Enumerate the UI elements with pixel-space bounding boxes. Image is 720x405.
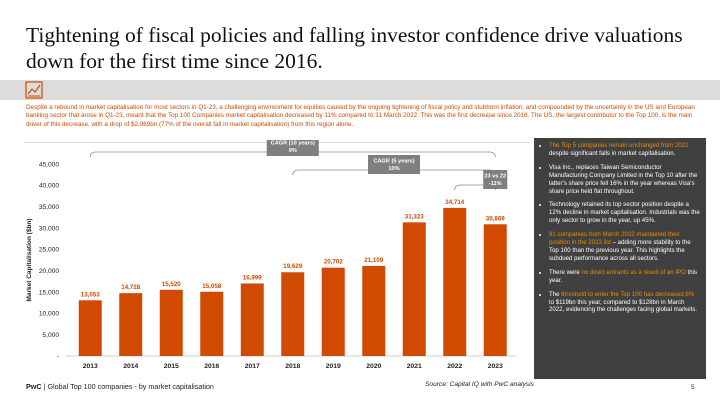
footer-brand: PwC: [26, 382, 42, 391]
bar-value-label: 13,053: [81, 291, 100, 298]
bar-value-label: 34,714: [445, 199, 464, 206]
cagr-badge-title: 23 vs 22: [484, 174, 506, 180]
finding-highlight: The Top 5 companies remain unchanged fro…: [549, 142, 689, 149]
bar: [240, 283, 264, 356]
x-tick-label: 2018: [285, 363, 300, 370]
bar-value-label: 16,999: [243, 274, 262, 281]
x-tick-label: 2016: [204, 363, 219, 370]
y-tick-label: 40,000: [39, 183, 60, 190]
cagr-badge-title: CAGR (5 years): [373, 159, 414, 165]
section-band: [0, 80, 720, 100]
bar-value-label: 14,728: [121, 284, 140, 291]
page-number: 5: [691, 384, 695, 391]
bar-value-label: 31,323: [405, 213, 424, 220]
y-tick-label: 35,000: [39, 204, 60, 211]
bar-value-label: 30,869: [486, 215, 505, 222]
bar: [119, 293, 143, 356]
y-tick-label: 20,000: [39, 268, 60, 275]
x-tick-label: 2014: [123, 363, 138, 370]
bar-value-label: 20,702: [324, 259, 343, 266]
key-findings-list: The Top 5 companies remain unchanged fro…: [540, 142, 700, 314]
finding-item: Technology retained its top sector posit…: [549, 201, 700, 225]
cagr-badge-value: -11%: [489, 181, 502, 187]
finding-item: The Top 5 companies remain unchanged fro…: [549, 142, 700, 158]
bar: [78, 300, 102, 356]
y-tick-label: 5,000: [42, 332, 59, 339]
finding-text: There were: [549, 268, 582, 276]
cagr-badge: [483, 170, 508, 189]
footer: PwC | Global Top 100 companies - by mark…: [26, 382, 214, 391]
footer-text: Global Top 100 companies - by market cap…: [47, 382, 214, 391]
market-cap-bar-chart: Market Capitalisation ($bn) - 5,000 10,000 1…: [26, 140, 516, 370]
bar: [281, 272, 305, 356]
bar: [159, 289, 183, 356]
cagr-badge: [266, 140, 319, 156]
finding-item: Visa Inc., replaces Taiwan Semiconductor…: [549, 164, 700, 196]
finding-text: to $119bn this year, compared to $128bn …: [549, 298, 698, 314]
finding-item: 91 companies from March 2022 maintained …: [549, 231, 700, 263]
finding-highlight: no direct entrants as a result of an IPO: [581, 268, 686, 276]
finding-text: – adding more stability to the Top 100 t…: [549, 239, 691, 262]
y-tick-label: 15,000: [39, 289, 60, 296]
bar-value-label: 15,520: [162, 281, 181, 288]
key-findings-panel: The Top 5 companies remain unchanged fro…: [534, 138, 706, 379]
bar: [443, 207, 467, 356]
bar: [402, 222, 426, 356]
x-tick-label: 2023: [488, 363, 503, 370]
finding-highlight: 91 companies from March 2022 maintained …: [549, 231, 680, 247]
y-tick-label: 25,000: [39, 247, 60, 254]
bar: [200, 291, 224, 356]
y-axis-title: Market Capitalisation ($bn): [26, 218, 33, 301]
x-tick-label: 2020: [366, 363, 381, 370]
finding-text: The: [549, 290, 562, 298]
source-note: Source: Capital IQ with PwC analysis: [425, 381, 534, 388]
cagr-badge-title: CAGR (10 years): [271, 141, 315, 147]
bar-value-label: 19,629: [283, 263, 302, 270]
bar: [321, 267, 345, 356]
y-tick-label: 45,000: [39, 161, 60, 168]
finding-text: this year.: [549, 268, 698, 284]
bar: [483, 224, 507, 356]
chart-icon: [25, 81, 43, 99]
finding-text: Visa Inc., replaces Taiwan Semiconductor…: [549, 163, 698, 195]
finding-text: despite significant falls in market capi…: [549, 149, 676, 157]
intro-paragraph: Despite a rebound in market capitalisati…: [26, 104, 695, 128]
y-tick-label: -: [57, 353, 59, 360]
finding-text: Technology retained its top sector posit…: [549, 201, 700, 225]
y-tick-label: 10,000: [39, 311, 60, 318]
x-tick-label: 2019: [326, 363, 341, 370]
bar: [362, 265, 386, 356]
finding-item: The threshold to enter the Top 100 has d…: [549, 291, 700, 315]
cagr-badge-value: 9%: [289, 148, 297, 154]
bar-value-label: 21,109: [364, 257, 383, 264]
x-tick-label: 2013: [83, 363, 98, 370]
cagr-badge: [368, 155, 420, 174]
page-title: Tightening of fiscal policies and fallin…: [26, 23, 683, 73]
x-tick-label: 2021: [407, 363, 422, 370]
x-tick-label: 2022: [447, 363, 462, 370]
footer-separator: |: [41, 382, 48, 391]
finding-highlight: threshold to enter the Top 100 has decre…: [561, 290, 695, 298]
y-tick-label: 30,000: [39, 225, 60, 232]
cagr-badge-value: 10%: [388, 166, 399, 172]
x-tick-label: 2015: [164, 363, 179, 370]
bar-value-label: 15,058: [202, 283, 221, 290]
x-tick-label: 2017: [245, 363, 260, 370]
finding-item: There were no direct entrants as a resul…: [549, 269, 700, 285]
